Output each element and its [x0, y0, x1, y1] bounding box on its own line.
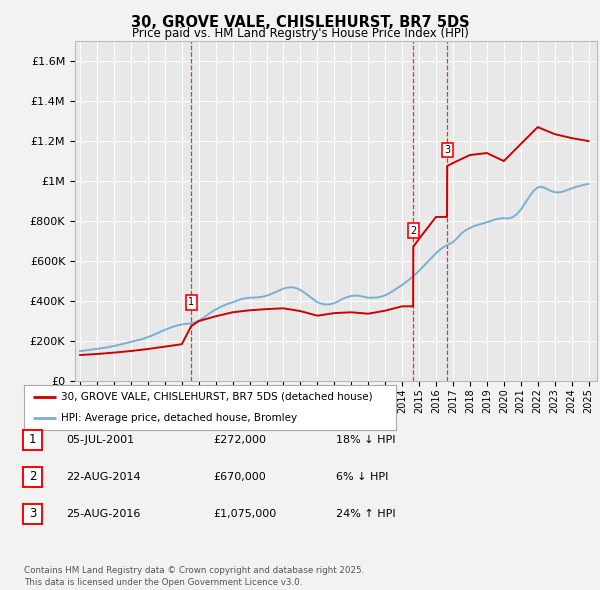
Text: 3: 3	[29, 507, 36, 520]
Text: 18% ↓ HPI: 18% ↓ HPI	[336, 435, 395, 444]
Text: Price paid vs. HM Land Registry's House Price Index (HPI): Price paid vs. HM Land Registry's House …	[131, 27, 469, 40]
Text: 24% ↑ HPI: 24% ↑ HPI	[336, 509, 395, 519]
Text: 1: 1	[188, 297, 194, 307]
Text: 6% ↓ HPI: 6% ↓ HPI	[336, 472, 388, 481]
Text: 3: 3	[444, 145, 450, 155]
Text: 30, GROVE VALE, CHISLEHURST, BR7 5DS: 30, GROVE VALE, CHISLEHURST, BR7 5DS	[131, 15, 469, 30]
Text: 2: 2	[410, 226, 416, 236]
Text: £272,000: £272,000	[213, 435, 266, 444]
Text: Contains HM Land Registry data © Crown copyright and database right 2025.
This d: Contains HM Land Registry data © Crown c…	[24, 566, 364, 587]
Text: 05-JUL-2001: 05-JUL-2001	[66, 435, 134, 444]
Text: HPI: Average price, detached house, Bromley: HPI: Average price, detached house, Brom…	[61, 413, 298, 423]
Text: £1,075,000: £1,075,000	[213, 509, 276, 519]
Text: 2: 2	[29, 470, 36, 483]
Text: 30, GROVE VALE, CHISLEHURST, BR7 5DS (detached house): 30, GROVE VALE, CHISLEHURST, BR7 5DS (de…	[61, 392, 373, 402]
Text: 25-AUG-2016: 25-AUG-2016	[66, 509, 140, 519]
Text: 1: 1	[29, 433, 36, 446]
Text: 22-AUG-2014: 22-AUG-2014	[66, 472, 140, 481]
Text: £670,000: £670,000	[213, 472, 266, 481]
